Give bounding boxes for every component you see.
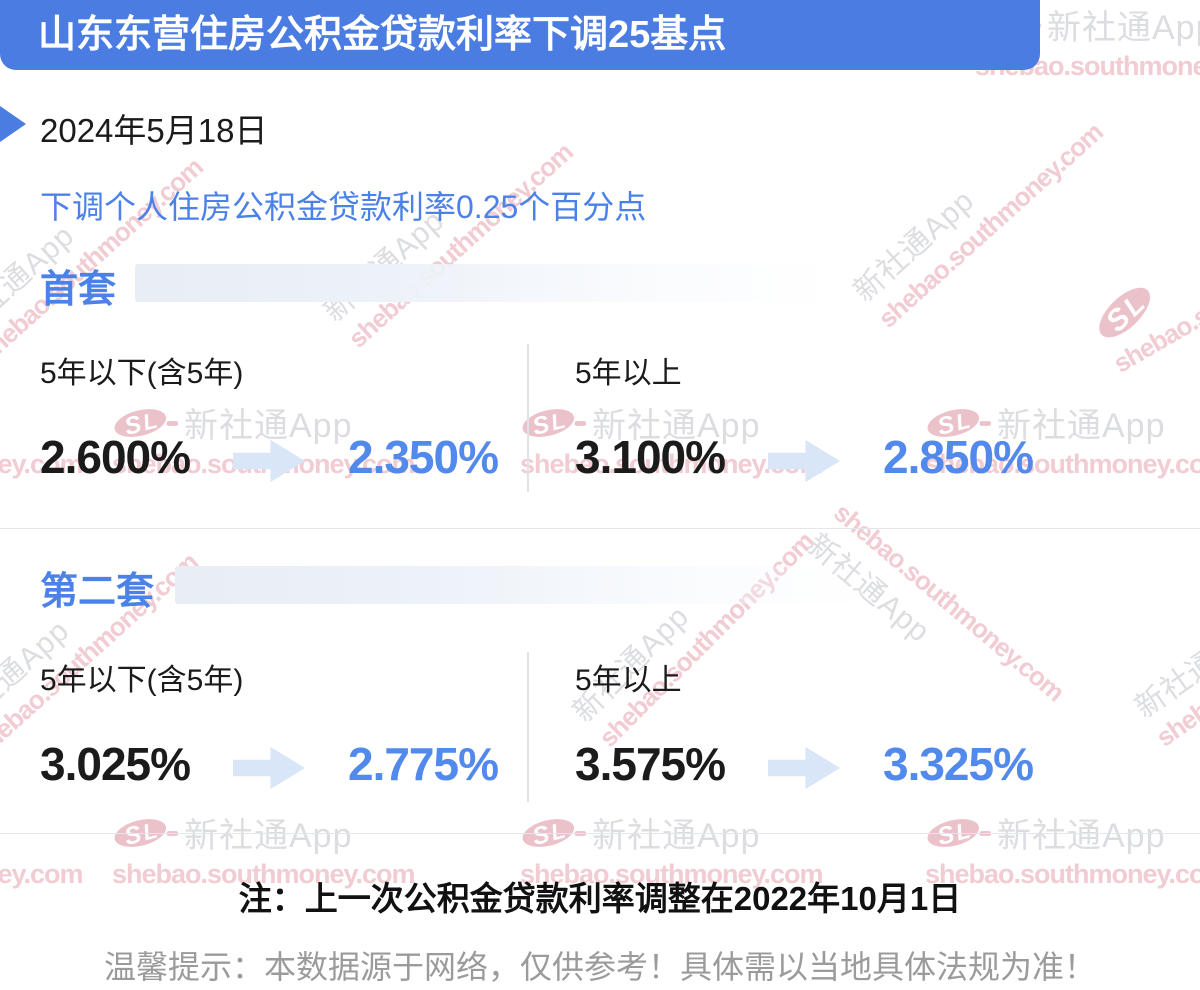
arrow-right-icon <box>768 746 840 790</box>
section-title-second-home: 第二套 <box>40 571 155 613</box>
tip-text: 温馨提示：本数据源于网络，仅供参考！具体需以当地具体法规为准！ <box>103 949 1096 985</box>
rate-old: 3.575% <box>575 738 726 790</box>
section-divider <box>0 528 1200 529</box>
date-marker-icon <box>0 106 26 142</box>
rate-new: 2.850% <box>882 431 1034 483</box>
arrow-right-icon <box>233 746 305 790</box>
page-title: 山东东营住房公积金贷款利率下调25基点 <box>0 0 1040 70</box>
column-divider <box>527 652 529 802</box>
section-title-bar <box>175 566 903 604</box>
subtitle-text: 下调个人住房公积金贷款利率0.25个百分点 <box>40 189 647 225</box>
rate-term: 5年以上 <box>575 357 682 390</box>
rate-new: 2.350% <box>347 431 499 483</box>
arrow-right-icon <box>768 439 840 483</box>
section-title-bar <box>135 264 863 302</box>
column-divider <box>527 344 529 492</box>
rate-term: 5年以下(含5年) <box>40 664 244 697</box>
date-text: 2024年5月18日 <box>40 112 268 149</box>
rate-old: 3.100% <box>575 431 726 483</box>
rate-new: 2.775% <box>347 738 499 790</box>
arrow-right-icon <box>233 439 305 483</box>
footer-divider <box>0 833 1200 834</box>
rate-old: 2.600% <box>40 431 191 483</box>
rate-new: 3.325% <box>882 738 1034 790</box>
rate-old: 3.025% <box>40 738 191 790</box>
rate-term: 5年以下(含5年) <box>40 357 244 390</box>
note-text: 注：上一次公积金贷款利率调整在2022年10月1日 <box>238 880 962 917</box>
rate-term: 5年以上 <box>575 664 682 697</box>
section-title-first-home: 首套 <box>40 269 117 311</box>
